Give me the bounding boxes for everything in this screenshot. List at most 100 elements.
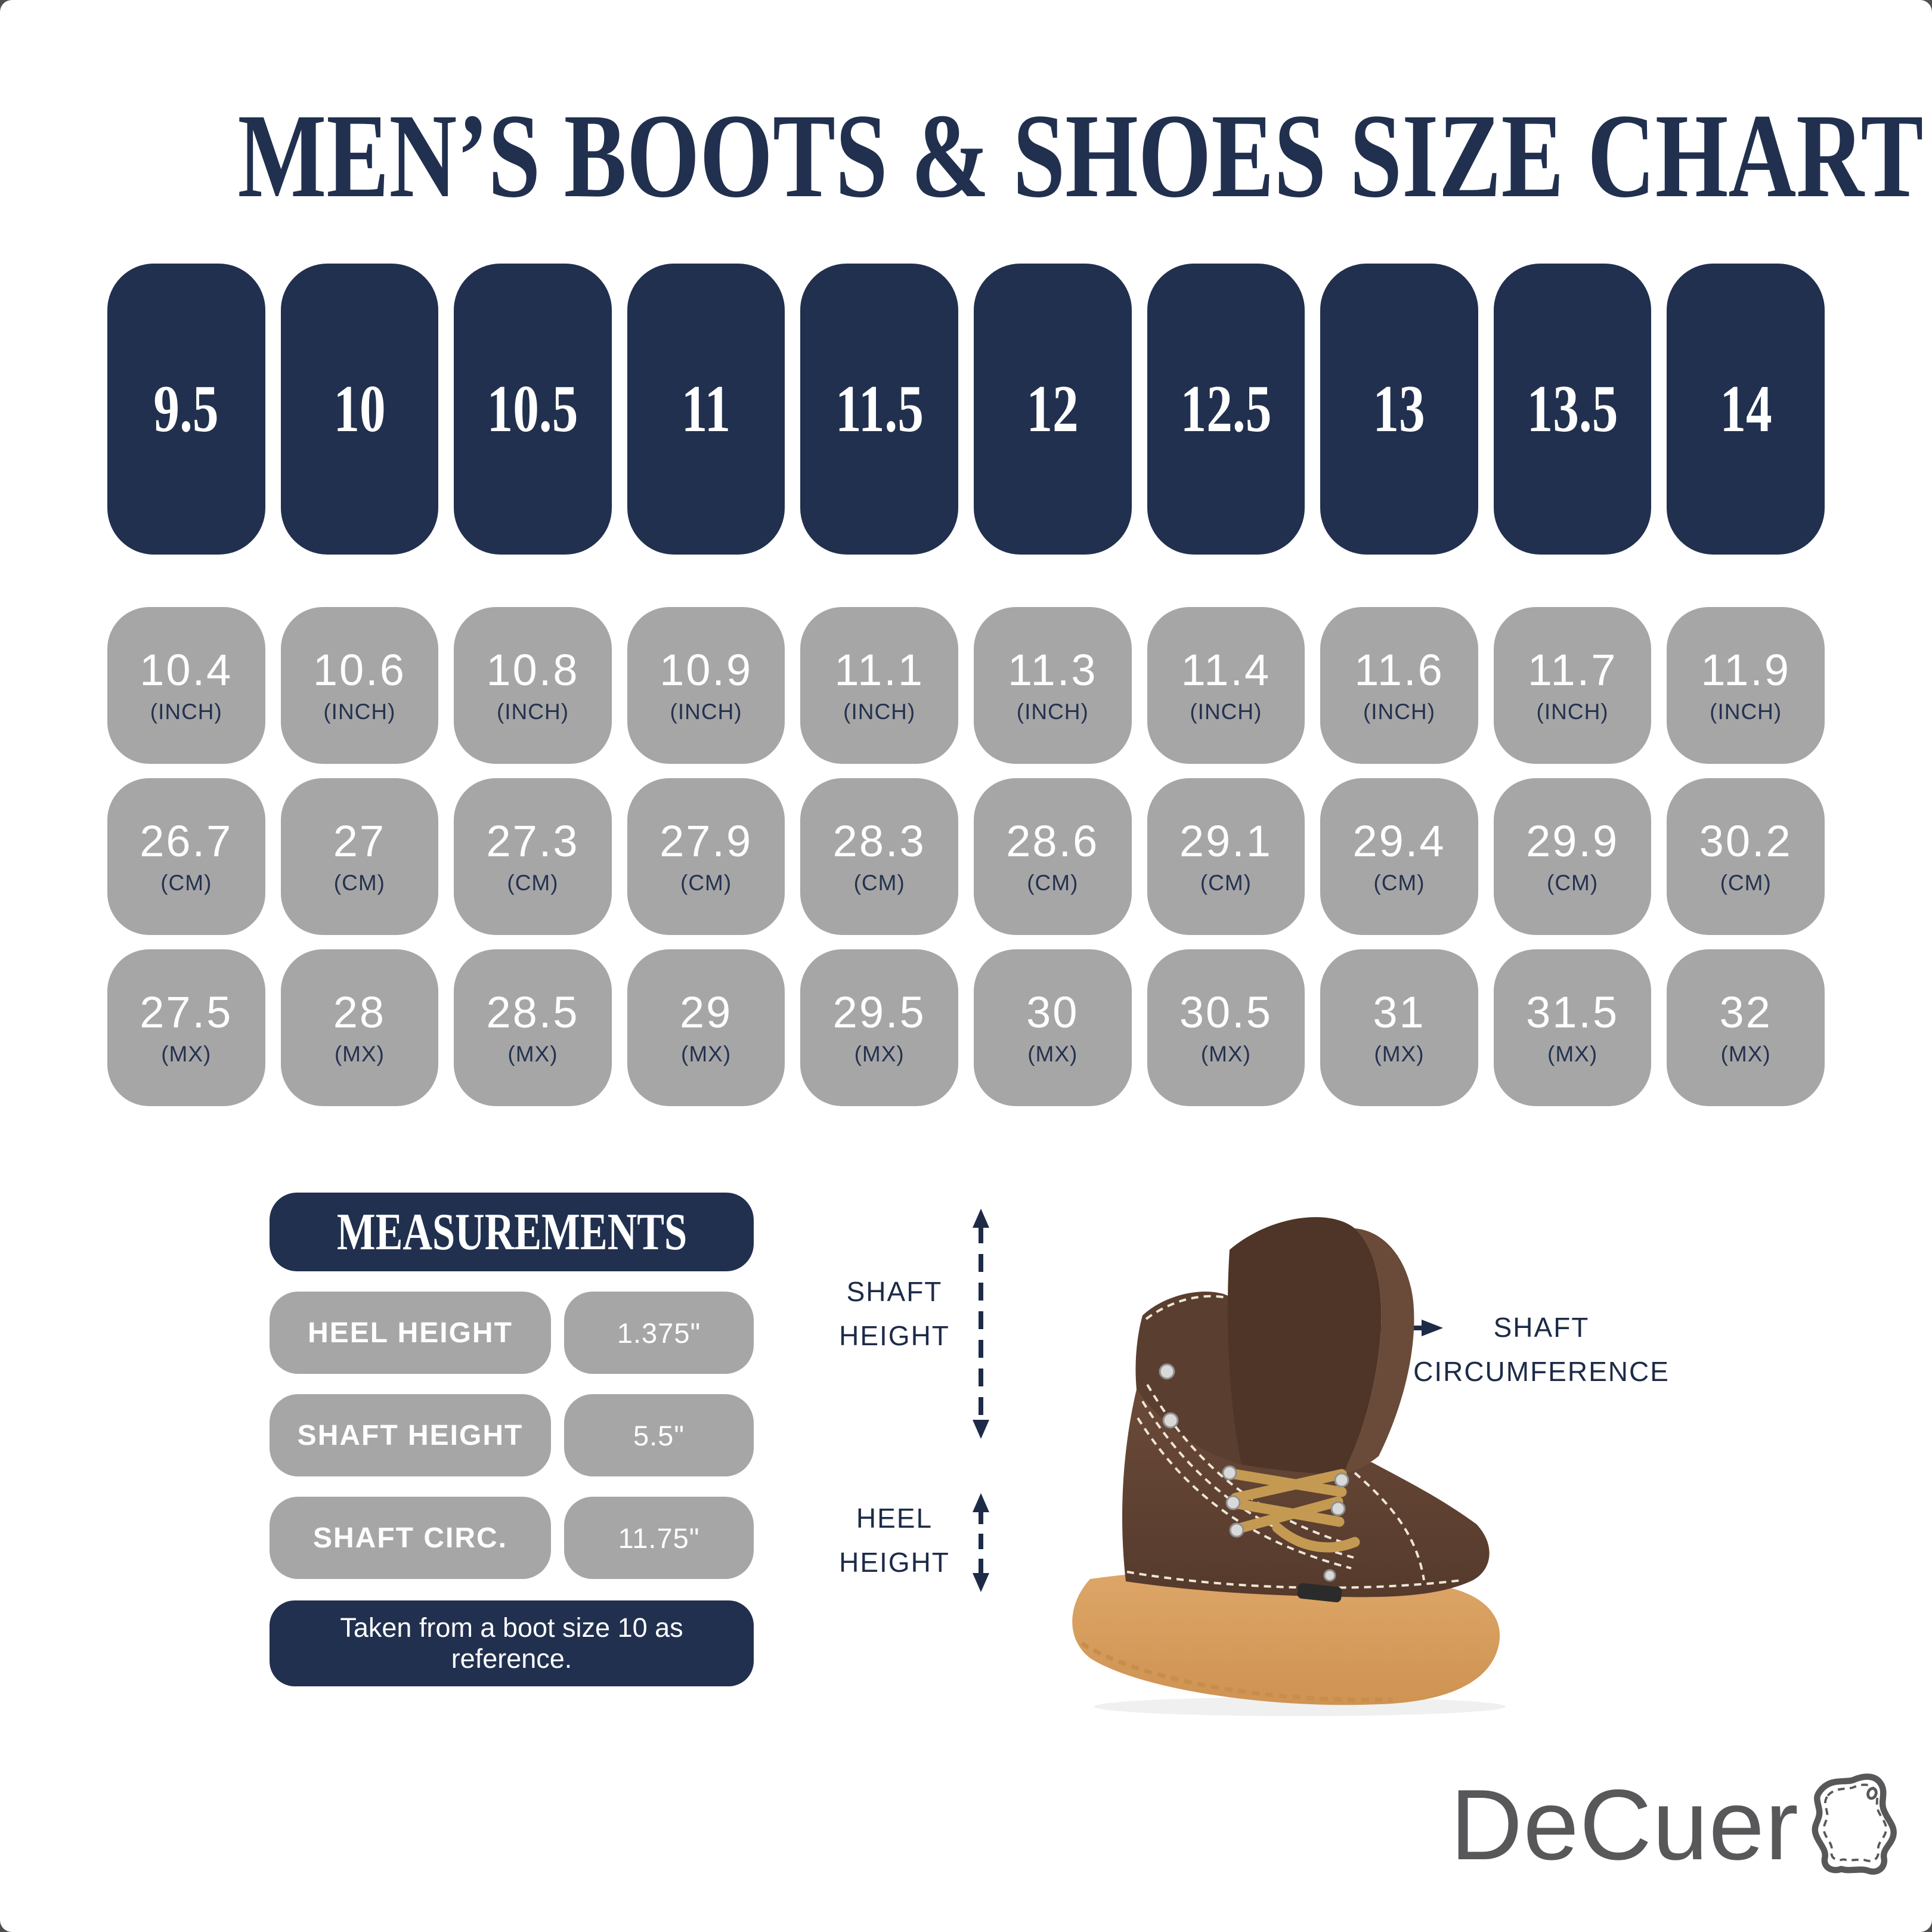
size-cell-mx: 30 (MX): [974, 949, 1132, 1106]
cell-unit-label: (MX): [1374, 1042, 1425, 1066]
cell-unit-label: (CM): [1373, 871, 1425, 895]
size-cell-cm: 26.7 (CM): [107, 778, 265, 935]
cell-number: 26.7: [140, 816, 233, 866]
cell-unit-label: (CM): [1027, 871, 1079, 895]
cell-unit-label: (MX): [854, 1042, 905, 1066]
cell-number: 29: [679, 987, 733, 1037]
cell-unit-label: (CM): [333, 871, 385, 895]
size-value: 12.5: [1180, 371, 1272, 446]
size-cell-mx: 27.5 (MX): [107, 949, 265, 1106]
cell-number: 31.5: [1526, 987, 1620, 1037]
cell-unit-label: (CM): [1200, 871, 1252, 895]
cell-unit-label: (INCH): [1363, 699, 1436, 724]
cell-number: 28.3: [832, 816, 926, 866]
cell-number: 30: [1026, 987, 1079, 1037]
cell-number: 27.9: [660, 816, 753, 866]
shaft-height-annotation: SHAFT HEIGHT: [839, 1276, 950, 1351]
heel-height-annotation: HEEL HEIGHT: [839, 1503, 950, 1578]
cell-number: 29.5: [832, 987, 926, 1037]
size-value: 11: [681, 371, 731, 446]
size-cell-mx: 30.5 (MX): [1147, 949, 1305, 1106]
size-column-header: 14: [1667, 264, 1825, 555]
cell-number: 11.4: [1181, 645, 1271, 695]
cell-number: 11.3: [1008, 645, 1098, 695]
size-column-header: 13: [1320, 264, 1478, 555]
size-cell-inch: 11.9 (INCH): [1667, 607, 1825, 764]
cell-unit-label: (INCH): [843, 699, 916, 724]
cell-number: 29.1: [1179, 816, 1272, 866]
page-title-text: MEN’S BOOTS & SHOES SIZE CHART: [237, 89, 1924, 222]
measurements-header: MEASUREMENTS: [270, 1193, 754, 1271]
shaft-height-arrow-icon: [973, 1209, 989, 1439]
cell-number: 10.8: [486, 645, 580, 695]
size-value: 13: [1373, 371, 1426, 446]
size-cell-cm: 29.1 (CM): [1147, 778, 1305, 935]
cell-unit-label: (CM): [1720, 871, 1772, 895]
size-cell-mx: 31.5 (MX): [1493, 949, 1652, 1106]
cell-unit-label: (INCH): [323, 699, 396, 724]
heel-height-label: HEEL HEIGHT: [270, 1292, 551, 1374]
size-value: 12: [1026, 371, 1079, 446]
page-title: MEN’S BOOTS & SHOES SIZE CHART: [0, 94, 1932, 216]
size-cell-cm: 27 (CM): [280, 778, 439, 935]
size-column-header: 11: [627, 264, 785, 555]
size-cell-cm: 29.4 (CM): [1320, 778, 1478, 935]
cell-unit-label: (CM): [853, 871, 905, 895]
size-cell-inch: 11.3 (INCH): [974, 607, 1132, 764]
size-column-header: 10: [280, 264, 439, 555]
boot-photo: [1072, 1217, 1506, 1716]
cell-number: 11.6: [1354, 645, 1444, 695]
cell-unit-label: (MX): [1027, 1042, 1078, 1066]
measurement-row: SHAFT HEIGHT 5.5": [270, 1394, 754, 1476]
size-cell-mx: 32 (MX): [1667, 949, 1825, 1106]
cell-unit-label: (MX): [334, 1042, 385, 1066]
cell-number: 30.5: [1179, 987, 1272, 1037]
brand-logo: DeCuer: [1450, 1762, 1902, 1887]
shaft-circ-value: 11.75": [564, 1497, 754, 1579]
boot-diagram: SHAFT HEIGHT HEEL HEIGHT SHAFT CIRCUMFER…: [793, 1187, 1735, 1741]
size-cell-mx: 29 (MX): [627, 949, 785, 1106]
size-cell-inch: 10.6 (INCH): [280, 607, 439, 764]
measurement-row: SHAFT CIRC. 11.75": [270, 1497, 754, 1579]
size-value: 10.5: [487, 371, 578, 446]
cell-number: 28.5: [486, 987, 580, 1037]
size-cell-inch: 10.9 (INCH): [627, 607, 785, 764]
size-cell-inch: 10.4 (INCH): [107, 607, 265, 764]
cell-number: 31: [1373, 987, 1426, 1037]
cell-number: 32: [1719, 987, 1772, 1037]
cell-number: 27: [333, 816, 386, 866]
measurement-row: HEEL HEIGHT 1.375": [270, 1292, 754, 1374]
cell-unit-label: (INCH): [1536, 699, 1609, 724]
size-cell-inch: 10.8 (INCH): [454, 607, 612, 764]
size-column-header: 13.5: [1493, 264, 1652, 555]
measurements-header-text: MEASUREMENTS: [336, 1203, 687, 1261]
cell-unit-label: (MX): [507, 1042, 558, 1066]
cell-unit-label: (CM): [507, 871, 559, 895]
cell-number: 28.6: [1006, 816, 1100, 866]
cell-unit-label: (MX): [161, 1042, 212, 1066]
size-value: 9.5: [153, 371, 219, 446]
size-cell-cm: 27.9 (CM): [627, 778, 785, 935]
size-column-header: 12: [974, 264, 1132, 555]
cell-unit-label: (MX): [1200, 1042, 1251, 1066]
cell-unit-label: (INCH): [1190, 699, 1262, 724]
size-cell-cm: 27.3 (CM): [454, 778, 612, 935]
size-cell-mx: 29.5 (MX): [800, 949, 958, 1106]
size-value: 11.5: [835, 371, 924, 446]
cell-unit-label: (MX): [1547, 1042, 1598, 1066]
cell-number: 28: [333, 987, 386, 1037]
size-cell-inch: 11.1 (INCH): [800, 607, 958, 764]
heel-height-value: 1.375": [564, 1292, 754, 1374]
size-cell-cm: 30.2 (CM): [1667, 778, 1825, 935]
cell-unit-label: (MX): [681, 1042, 732, 1066]
cell-unit-label: (INCH): [1710, 699, 1782, 724]
cell-unit-label: (CM): [1547, 871, 1599, 895]
cell-unit-label: (INCH): [670, 699, 742, 724]
size-column-header: 9.5: [107, 264, 265, 555]
size-cell-cm: 28.6 (CM): [974, 778, 1132, 935]
size-column-header: 12.5: [1147, 264, 1305, 555]
size-value: 13.5: [1527, 371, 1618, 446]
cell-number: 11.7: [1527, 645, 1618, 695]
cell-number: 27.3: [486, 816, 580, 866]
